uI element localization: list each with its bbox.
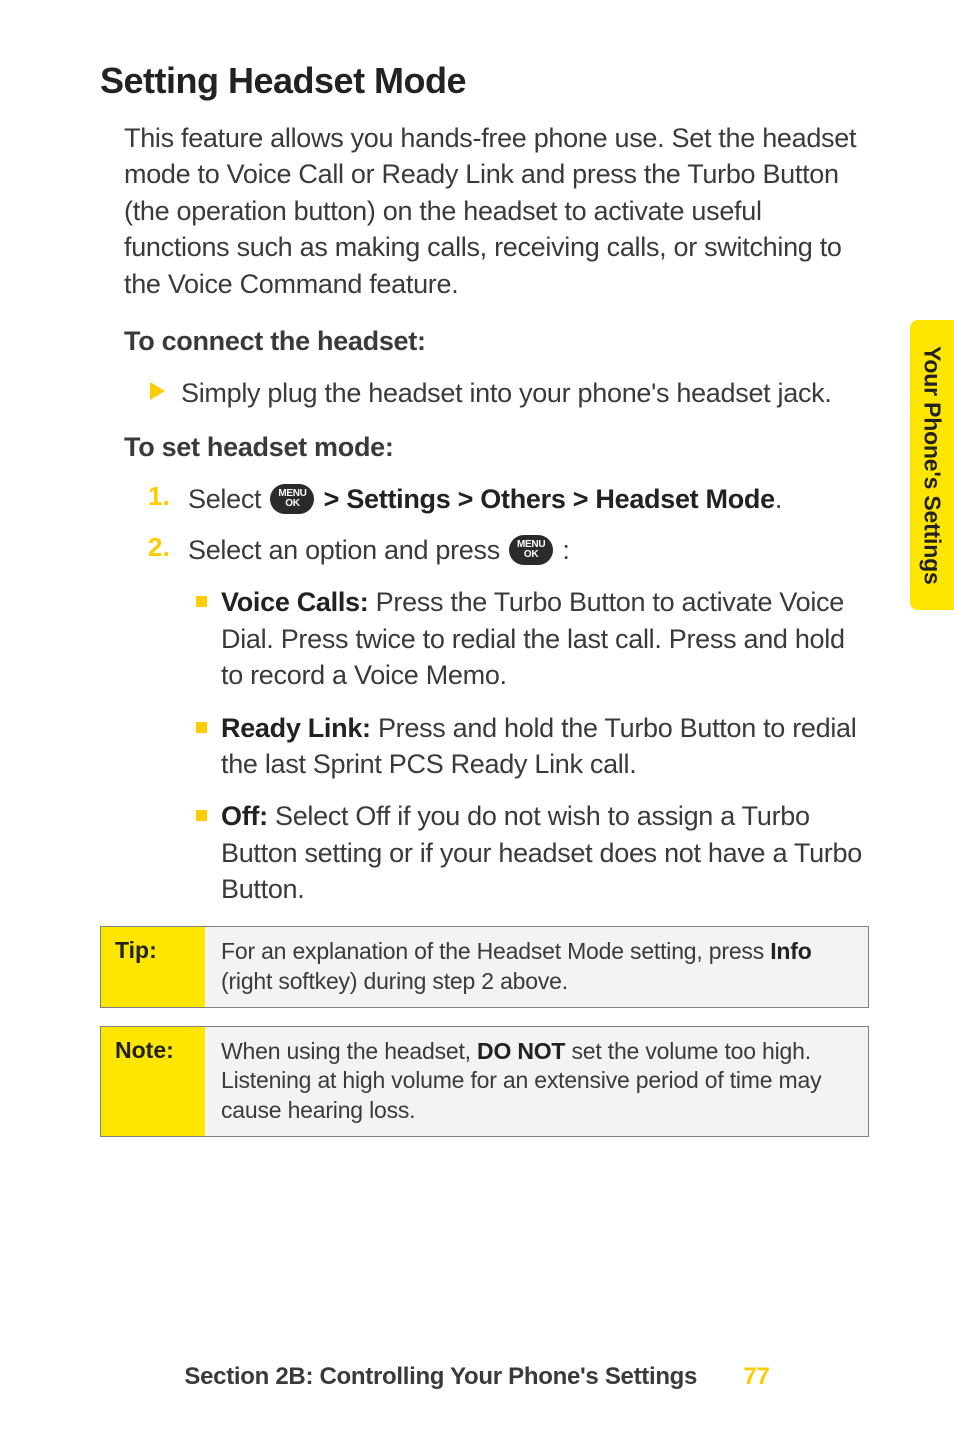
menu-ok-icon: MENUOK bbox=[509, 535, 553, 565]
step1-bold: > Settings > Others > Headset Mode bbox=[324, 484, 775, 514]
menu-icon-label: MENUOK bbox=[278, 489, 306, 509]
step-2: 2. Select an option and press MENUOK : bbox=[148, 532, 869, 570]
step2-pre: Select an option and press bbox=[188, 535, 507, 565]
tip-body: For an explanation of the Headset Mode s… bbox=[205, 927, 868, 1007]
option-text: Voice Calls: Press the Turbo Button to a… bbox=[221, 584, 869, 693]
menu-icon-label: MENUOK bbox=[517, 540, 545, 560]
side-tab-label: Your Phone's Settings bbox=[919, 346, 946, 585]
step1-end: . bbox=[775, 484, 782, 514]
square-bullet-icon bbox=[196, 810, 207, 821]
bullet-text: Simply plug the headset into your phone'… bbox=[181, 375, 832, 411]
square-bullet-icon bbox=[196, 722, 207, 733]
step-body: Select MENUOK > Settings > Others > Head… bbox=[188, 481, 782, 519]
step1-pre: Select bbox=[188, 484, 268, 514]
page-number: 77 bbox=[743, 1363, 769, 1390]
note-box: Note: When using the headset, DO NOT set… bbox=[100, 1026, 869, 1138]
tip-box: Tip: For an explanation of the Headset M… bbox=[100, 926, 869, 1008]
step2-end: : bbox=[562, 535, 569, 565]
page: Setting Headset Mode This feature allows… bbox=[0, 0, 954, 1431]
option-text: Ready Link: Press and hold the Turbo But… bbox=[221, 710, 869, 783]
intro-paragraph: This feature allows you hands-free phone… bbox=[124, 120, 869, 302]
option-item: Voice Calls: Press the Turbo Button to a… bbox=[196, 584, 869, 693]
option-text: Off: Select Off if you do not wish to as… bbox=[221, 798, 869, 907]
note-body: When using the headset, DO NOT set the v… bbox=[205, 1027, 868, 1137]
step-body: Select an option and press MENUOK : bbox=[188, 532, 570, 570]
page-title: Setting Headset Mode bbox=[100, 60, 869, 102]
square-bullet-icon bbox=[196, 596, 207, 607]
note-label: Note: bbox=[101, 1027, 205, 1137]
tip-label: Tip: bbox=[101, 927, 205, 1007]
subhead-setmode: To set headset mode: bbox=[124, 432, 869, 463]
step-number: 2. bbox=[148, 532, 188, 563]
side-tab: Your Phone's Settings bbox=[910, 320, 954, 610]
step-1: 1. Select MENUOK > Settings > Others > H… bbox=[148, 481, 869, 519]
step-number: 1. bbox=[148, 481, 188, 512]
subhead-connect: To connect the headset: bbox=[124, 326, 869, 357]
options-list: Voice Calls: Press the Turbo Button to a… bbox=[196, 584, 869, 908]
menu-ok-icon: MENUOK bbox=[270, 484, 314, 514]
triangle-bullet-icon bbox=[150, 382, 165, 400]
option-item: Ready Link: Press and hold the Turbo But… bbox=[196, 710, 869, 783]
bullet-item: Simply plug the headset into your phone'… bbox=[150, 375, 869, 411]
option-item: Off: Select Off if you do not wish to as… bbox=[196, 798, 869, 907]
footer-text: Section 2B: Controlling Your Phone's Set… bbox=[184, 1363, 697, 1390]
page-footer: Section 2B: Controlling Your Phone's Set… bbox=[0, 1363, 954, 1391]
